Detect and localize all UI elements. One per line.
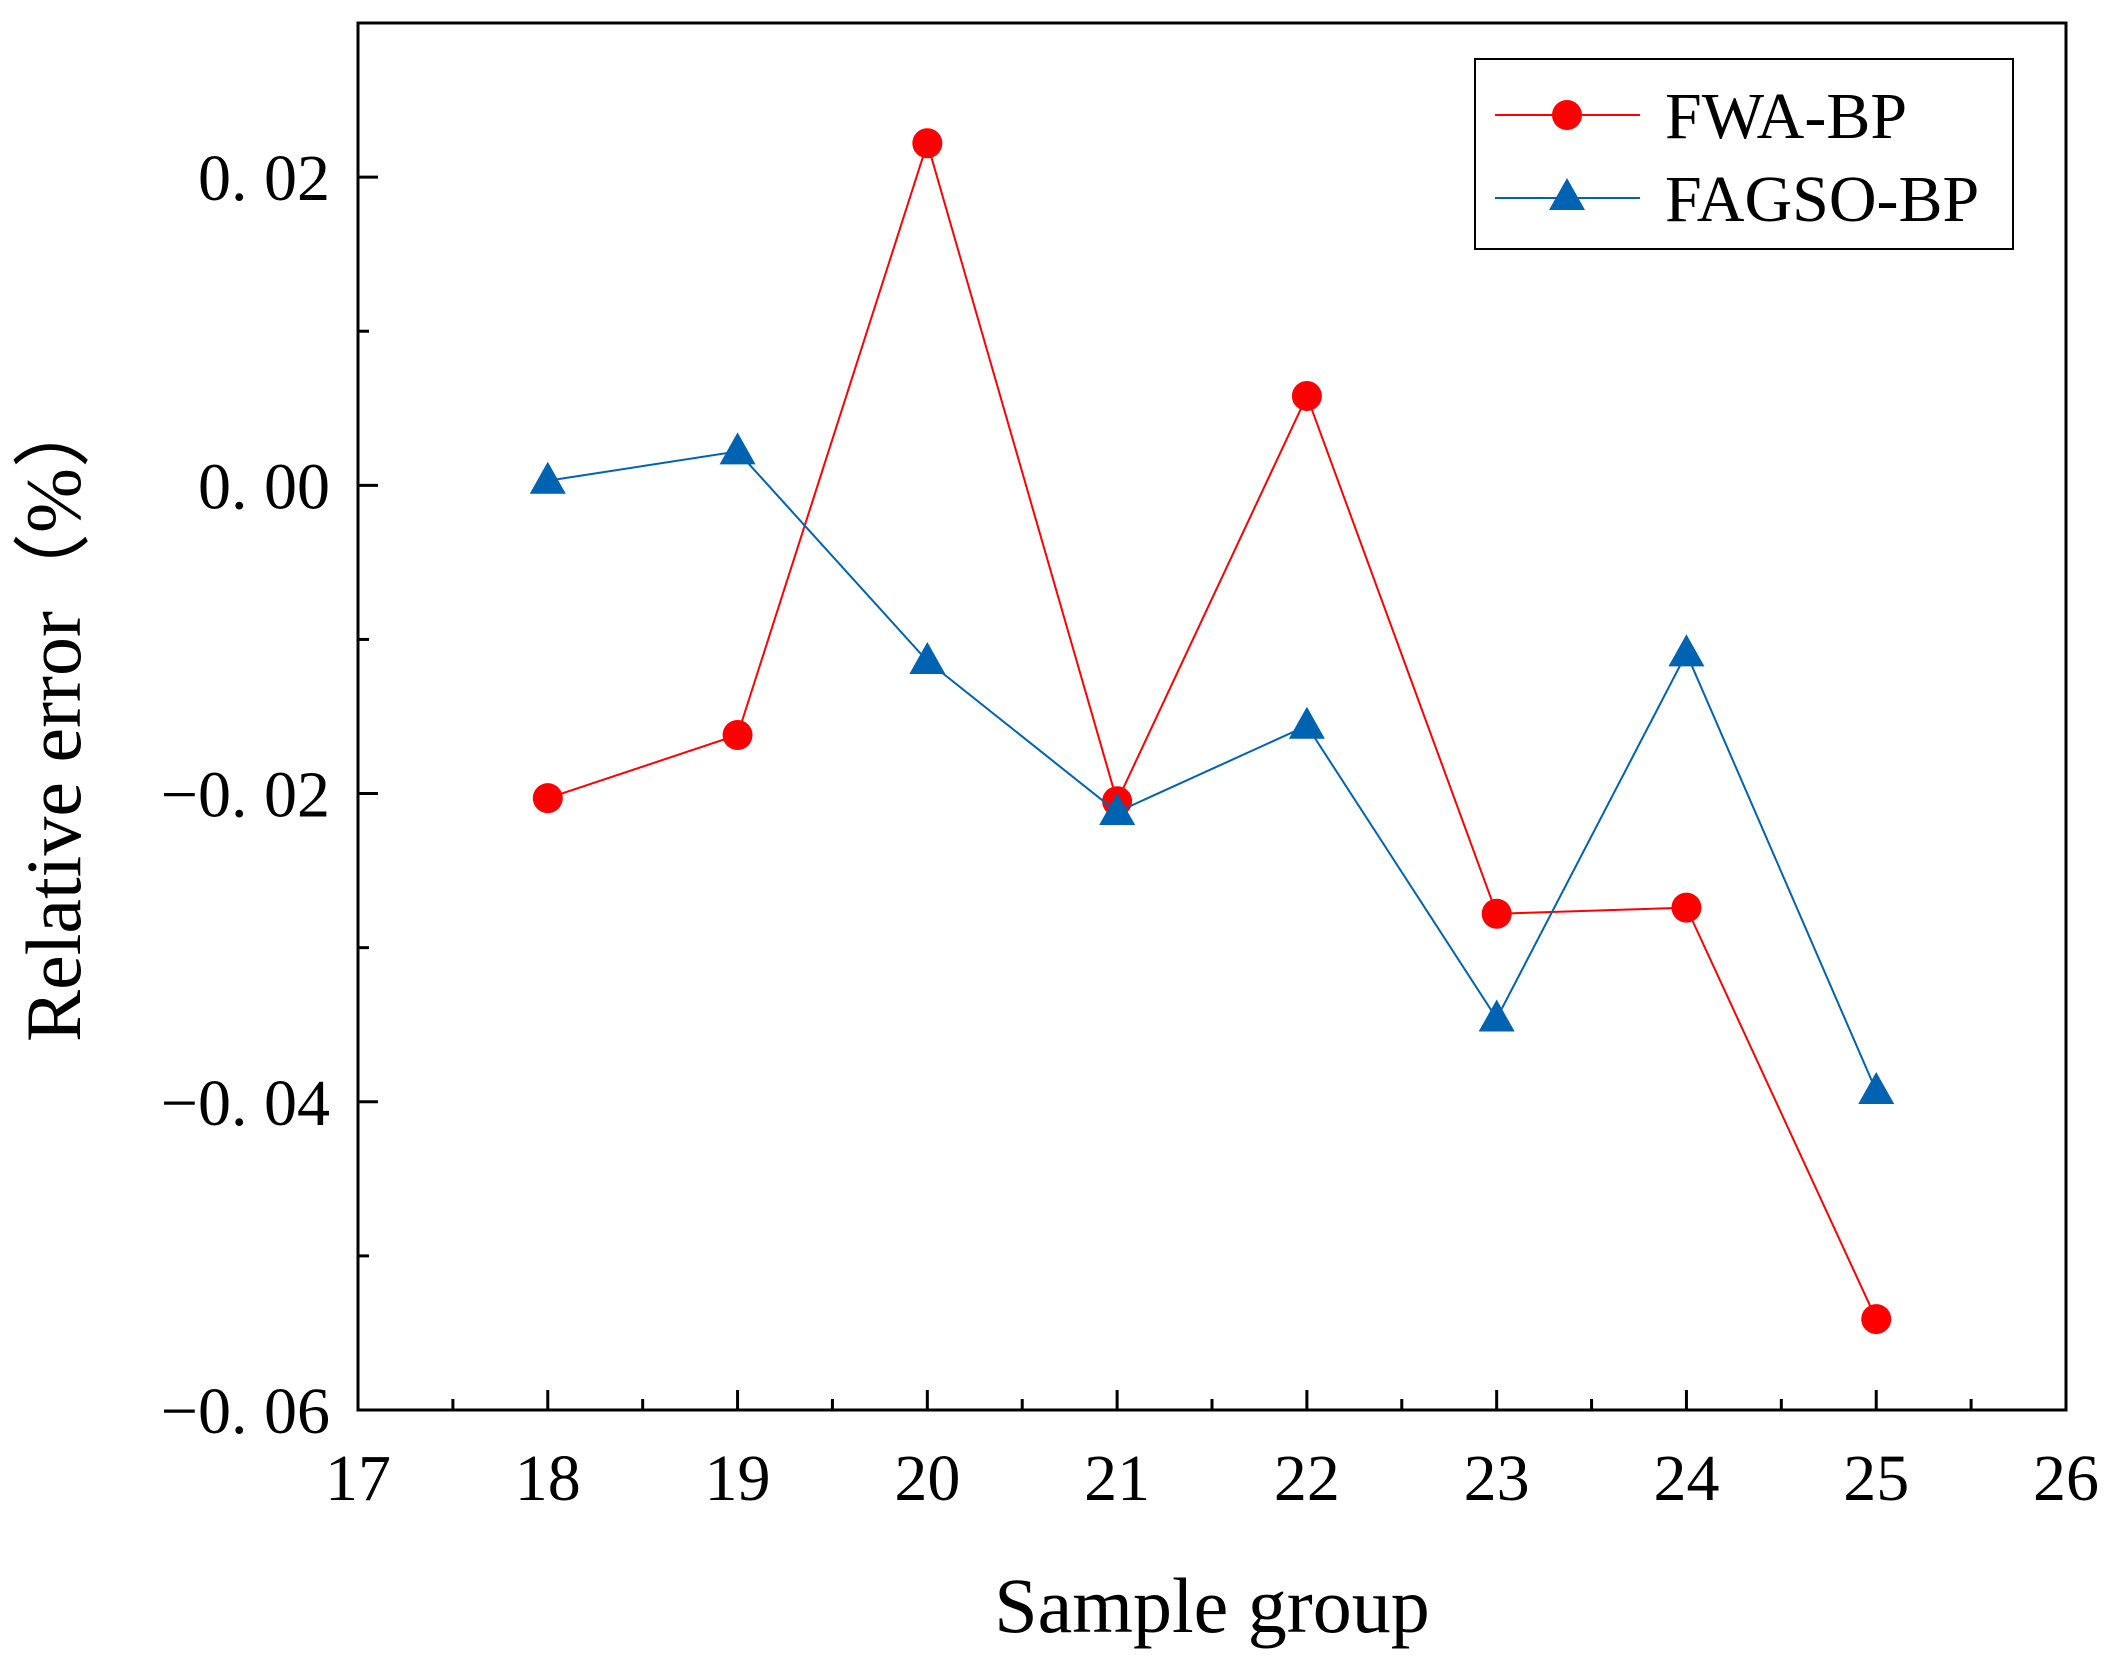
legend-marker-fwa-bp (1552, 100, 1582, 130)
data-point-fwa-bp (532, 783, 563, 814)
series-layer (529, 128, 1895, 1335)
legend: FWA-BP FAGSO-BP (1474, 58, 2014, 250)
x-tick-label: 17 (325, 1442, 391, 1515)
data-point-fwa-bp (1671, 892, 1702, 923)
data-point-fwa-bp (722, 719, 753, 750)
x-tick-label: 18 (515, 1442, 581, 1515)
y-axis-title: Relative error（%） (10, 390, 97, 1042)
x-tick-label: 21 (1084, 1442, 1150, 1515)
x-axis-title: Sample group (994, 1562, 1429, 1649)
ticks-layer: 17 18 19 20 21 22 23 24 25 26 −0. 06 −0. 04 −0. 02 0.… (161, 142, 2099, 1515)
data-point-fagso-bp (529, 461, 566, 494)
x-tick-label: 19 (705, 1442, 771, 1515)
series-line-fagso-bp (547, 450, 1878, 1092)
data-point-fagso-bp (909, 642, 946, 675)
x-tick-label: 20 (894, 1442, 960, 1515)
data-point-fwa-bp (1861, 1304, 1892, 1335)
x-tick-label: 23 (1464, 1442, 1530, 1515)
y-tick-label: 0. 02 (198, 142, 330, 215)
legend-label-fagso-bp: FAGSO-BP (1665, 163, 1979, 236)
y-tick-label: −0. 06 (161, 1375, 330, 1448)
data-point-fwa-bp (1481, 898, 1512, 929)
legend-box (1474, 58, 2014, 250)
data-point-fagso-bp (719, 432, 756, 465)
data-point-fagso-bp (1099, 793, 1136, 826)
data-point-fwa-bp (912, 128, 943, 159)
y-tick-label: −0. 04 (161, 1067, 330, 1140)
x-tick-label: 26 (2033, 1442, 2099, 1515)
y-tick-label: −0. 02 (161, 759, 330, 832)
data-point-fwa-bp (1291, 380, 1322, 411)
data-point-fagso-bp (1478, 999, 1515, 1032)
data-point-fagso-bp (1858, 1071, 1895, 1104)
legend-marker-fagso-bp (1549, 178, 1585, 210)
legend-label-fwa-bp: FWA-BP (1665, 80, 1907, 153)
x-tick-label: 22 (1274, 1442, 1340, 1515)
x-tick-label: 25 (1843, 1442, 1909, 1515)
y-tick-label: 0. 00 (198, 450, 330, 523)
series-line-fwa-bp (547, 139, 1878, 1320)
data-point-fagso-bp (1668, 634, 1705, 667)
data-point-fagso-bp (1288, 706, 1325, 739)
x-tick-label: 24 (1653, 1442, 1719, 1515)
